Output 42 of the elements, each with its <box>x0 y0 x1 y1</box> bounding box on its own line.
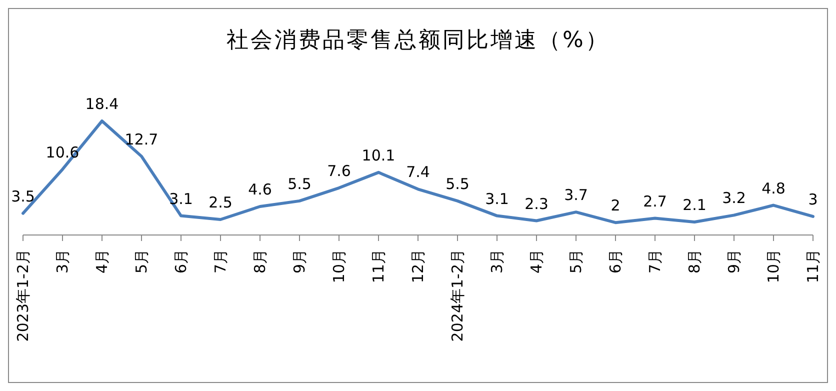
x-tick-label: 4月 <box>93 249 111 274</box>
x-tick-label: 5月 <box>567 249 585 274</box>
x-tick-label: 4月 <box>528 249 546 274</box>
x-tick-label: 7月 <box>646 249 664 274</box>
x-tick-label: 12月 <box>409 249 427 284</box>
data-label: 2.3 <box>524 194 548 213</box>
x-tick-label: 9月 <box>290 249 308 274</box>
x-tick-label: 11月 <box>804 249 822 284</box>
data-label: 18.4 <box>85 95 119 113</box>
data-label: 2 <box>610 196 620 215</box>
x-tick-label: 3月 <box>488 249 506 274</box>
x-tick-label: 5月 <box>132 249 150 274</box>
data-label: 7.6 <box>327 162 351 180</box>
chart-title: 社会消费品零售总额同比增速（%） <box>226 27 610 55</box>
data-label: 12.7 <box>124 130 158 148</box>
x-tick-label: 8月 <box>251 249 269 274</box>
data-label: 2.7 <box>643 192 667 210</box>
data-label: 7.4 <box>406 163 430 182</box>
x-tick-label: 7月 <box>212 249 230 274</box>
x-tick-label: 9月 <box>725 249 743 274</box>
data-label: 3.1 <box>485 190 509 208</box>
data-label: 3.5 <box>11 187 35 206</box>
x-tick-label: 11月 <box>370 249 388 284</box>
data-label: 5.5 <box>446 174 470 193</box>
x-tick-label: 6月 <box>606 249 624 274</box>
x-tick-label: 10月 <box>330 249 348 284</box>
data-label: 2.5 <box>208 194 232 212</box>
x-tick-label: 3月 <box>54 249 72 274</box>
x-tick-label: 10月 <box>764 249 782 284</box>
data-label: 3 <box>808 190 818 208</box>
data-label: 10.1 <box>362 146 396 164</box>
data-label: 4.6 <box>248 180 272 198</box>
data-label: 3.2 <box>722 189 746 208</box>
data-label: 3.7 <box>564 186 588 204</box>
x-tick-label: 8月 <box>686 249 704 274</box>
data-label: 3.1 <box>169 190 193 208</box>
x-tick-label: 6月 <box>172 249 190 274</box>
x-tick-label: 2024年1-2月 <box>448 249 466 342</box>
x-tick-label: 2023年1-2月 <box>14 249 32 342</box>
data-label: 5.5 <box>288 174 312 193</box>
data-label: 2.1 <box>682 196 706 214</box>
data-label: 4.8 <box>762 179 786 198</box>
